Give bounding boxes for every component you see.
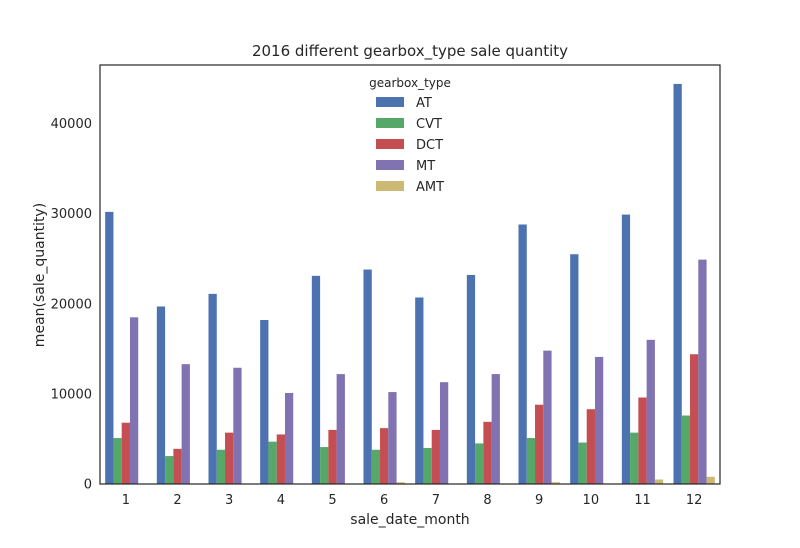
legend-label-at: AT <box>416 96 432 111</box>
x-tick-label: 9 <box>535 493 543 508</box>
bar-dct-3 <box>225 432 234 484</box>
legend-swatch-amt <box>376 181 404 191</box>
bar-amt-11 <box>654 479 664 484</box>
legend-swatch-at <box>376 97 404 107</box>
bar-mt-2 <box>181 364 190 484</box>
bar-dct-10 <box>586 409 595 484</box>
bar-cvt-3 <box>216 449 226 484</box>
x-tick-label: 8 <box>483 493 491 508</box>
bar-dct-1 <box>121 422 130 484</box>
legend-label-cvt: CVT <box>416 117 442 132</box>
bar-dct-2 <box>173 448 182 484</box>
legend-label-mt: MT <box>416 159 435 174</box>
bar-amt-9 <box>551 482 560 484</box>
bar-at-6 <box>363 269 372 484</box>
bar-mt-10 <box>594 356 604 484</box>
bar-dct-6 <box>380 428 389 484</box>
bar-mt-6 <box>388 392 397 484</box>
bar-mt-12 <box>698 259 707 484</box>
bar-at-1 <box>105 211 114 484</box>
bar-mt-7 <box>439 382 449 484</box>
bar-amt-12 <box>706 476 715 484</box>
bar-mt-11 <box>646 339 655 484</box>
x-tick-label: 5 <box>328 493 336 508</box>
x-tick-label: 6 <box>380 493 388 508</box>
chart-title: 2016 different gearbox_type sale quantit… <box>252 42 568 61</box>
bar-dct-4 <box>276 434 285 484</box>
legend: gearbox_type AT CVT DCT MT AMT <box>369 76 451 195</box>
bar-at-3 <box>208 293 217 484</box>
plot-frame <box>99 64 721 485</box>
bar-cvt-8 <box>475 443 484 484</box>
y-tick-label: 10000 <box>51 387 92 402</box>
bar-cvt-12 <box>681 415 691 484</box>
bar-mt-8 <box>491 374 500 484</box>
bar-at-7 <box>415 297 424 484</box>
bar-at-9 <box>518 224 527 485</box>
y-axis-label: mean(sale_quantity) <box>32 203 48 347</box>
bar-mt-1 <box>129 317 139 484</box>
bar-dct-5 <box>328 429 337 484</box>
legend-swatch-dct <box>376 139 404 149</box>
bar-cvt-5 <box>320 447 329 484</box>
legend-label-amt: AMT <box>416 180 444 195</box>
bar-dct-12 <box>690 354 699 484</box>
bar-cvt-1 <box>113 438 122 484</box>
bar-at-11 <box>621 214 631 484</box>
bar-amt-6 <box>396 482 405 484</box>
y-tick-label: 30000 <box>51 207 92 222</box>
y-tick-label: 40000 <box>51 117 92 132</box>
x-tick-label: 1 <box>122 493 130 508</box>
bar-cvt-6 <box>371 449 381 484</box>
bar-cvt-4 <box>268 441 277 484</box>
bar-cvt-2 <box>165 456 174 484</box>
bar-dct-11 <box>638 397 647 484</box>
bar-at-12 <box>673 83 682 485</box>
bar-cvt-11 <box>630 432 639 484</box>
bar-cvt-9 <box>526 438 536 484</box>
x-tick-label: 4 <box>277 493 285 508</box>
bar-dct-8 <box>483 421 492 484</box>
x-axis-label: sale_date_month <box>350 512 469 528</box>
bar-mt-5 <box>336 374 345 484</box>
y-tick-label: 20000 <box>51 297 92 312</box>
bar-at-5 <box>311 275 321 484</box>
x-tick-label: 7 <box>432 493 440 508</box>
x-axis-ticks: 1 2 3 4 5 6 7 8 9 10 11 12 <box>122 493 703 508</box>
bar-at-4 <box>260 320 269 484</box>
bar-cvt-7 <box>423 447 432 484</box>
x-tick-label: 3 <box>225 493 233 508</box>
x-tick-label: 10 <box>583 493 600 508</box>
bar-at-10 <box>570 254 579 484</box>
bar-at-8 <box>466 274 476 484</box>
x-tick-label: 12 <box>686 493 703 508</box>
bar-mt-4 <box>284 392 294 484</box>
legend-swatch-cvt <box>376 118 404 128</box>
legend-title: gearbox_type <box>369 76 451 90</box>
bar-mt-9 <box>543 350 552 484</box>
y-axis-ticks: 0 10000 20000 30000 40000 <box>51 117 92 492</box>
legend-label-dct: DCT <box>416 138 443 153</box>
x-tick-label: 11 <box>634 493 651 508</box>
bar-dct-9 <box>535 404 544 484</box>
bar-at-2 <box>156 306 166 484</box>
bars-layer <box>105 83 715 485</box>
x-tick-label: 2 <box>173 493 181 508</box>
bar-dct-7 <box>431 429 440 484</box>
bar-cvt-10 <box>578 442 587 484</box>
bar-mt-3 <box>233 367 242 484</box>
legend-swatch-mt <box>376 160 404 170</box>
y-tick-label: 0 <box>84 478 92 493</box>
